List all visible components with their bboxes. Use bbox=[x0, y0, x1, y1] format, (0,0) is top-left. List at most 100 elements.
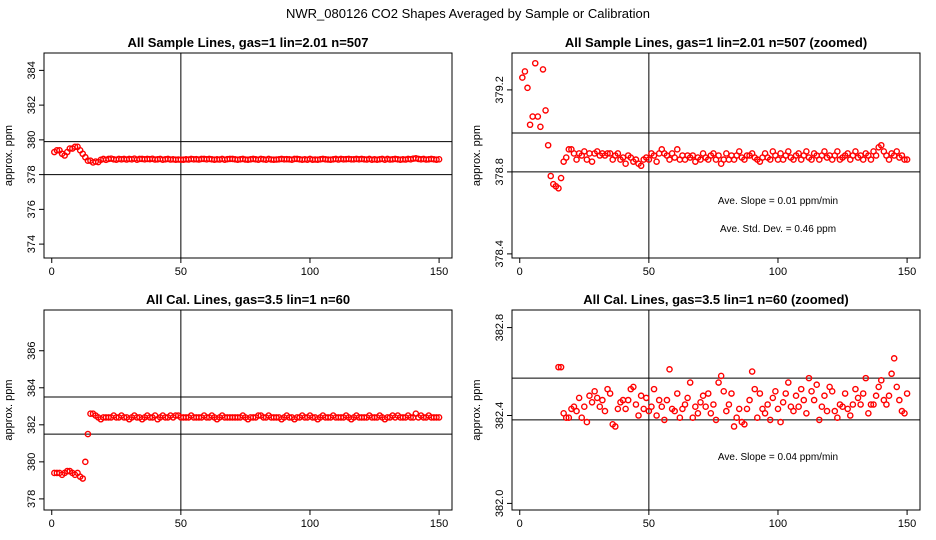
y-tick-label: 382 bbox=[26, 416, 38, 434]
data-point bbox=[846, 412, 854, 419]
y-tick-label: 379.2 bbox=[494, 76, 506, 104]
data-point bbox=[715, 379, 722, 386]
y-tick-label: 376 bbox=[26, 200, 38, 218]
data-point bbox=[573, 156, 580, 163]
data-point bbox=[433, 414, 440, 421]
data-point bbox=[593, 394, 601, 402]
data-point bbox=[681, 401, 689, 408]
plot-marks: 0 50 100 150 374 376 378 380 382 384 bbox=[26, 53, 452, 278]
data-point bbox=[601, 407, 609, 415]
data-point bbox=[526, 121, 534, 129]
data-point bbox=[844, 405, 851, 413]
data-point bbox=[650, 385, 658, 393]
data-point bbox=[622, 405, 629, 413]
data-point bbox=[565, 414, 573, 421]
data-point bbox=[433, 156, 440, 163]
data-point bbox=[893, 148, 901, 155]
data-point bbox=[795, 403, 802, 411]
y-tick-label: 380 bbox=[26, 131, 38, 149]
x-tick-label: 150 bbox=[898, 518, 916, 530]
data-point bbox=[857, 401, 864, 408]
x-tick-label: 50 bbox=[175, 266, 187, 278]
data-point bbox=[728, 390, 735, 397]
figure-title: NWR_080126 CO2 Shapes Averaged by Sample… bbox=[286, 6, 650, 21]
data-point bbox=[606, 390, 614, 397]
data-point bbox=[901, 156, 908, 163]
data-point bbox=[725, 401, 733, 408]
data-point bbox=[839, 403, 846, 411]
data-point bbox=[642, 394, 650, 402]
panel-title: All Cal. Lines, gas=3.5 lin=1 n=60 bbox=[146, 292, 350, 307]
y-tick-label: 382.0 bbox=[494, 490, 506, 518]
plot-marks: 0 50 100 150 378.4 378.8 379.2 bbox=[494, 53, 920, 278]
data-point bbox=[599, 396, 606, 404]
data-point bbox=[735, 405, 743, 413]
data-point bbox=[586, 150, 593, 157]
data-point bbox=[676, 414, 684, 421]
panel-sample-lines: All Sample Lines, gas=1 lin=2.01 n=507 a… bbox=[3, 35, 453, 278]
y-axis-label: approx. ppm bbox=[3, 379, 15, 440]
data-point bbox=[653, 412, 660, 419]
data-point bbox=[733, 414, 740, 421]
data-point bbox=[862, 374, 870, 382]
panel-cal-lines-zoomed: All Cal. Lines, gas=3.5 lin=1 n=60 (zoom… bbox=[471, 292, 921, 530]
plot-marks: 0 50 100 150 378 380 382 384 386 bbox=[26, 310, 452, 530]
data-point bbox=[803, 409, 810, 417]
data-point bbox=[849, 401, 857, 408]
data-point bbox=[821, 148, 828, 155]
data-point bbox=[529, 113, 536, 120]
data-point bbox=[697, 399, 704, 406]
data-point bbox=[562, 154, 570, 161]
data-point bbox=[84, 430, 92, 438]
y-tick-label: 382.8 bbox=[494, 314, 506, 342]
data-point bbox=[815, 416, 823, 424]
data-point bbox=[689, 414, 697, 421]
data-point bbox=[890, 355, 898, 362]
data-point bbox=[888, 370, 895, 378]
panel-title: All Cal. Lines, gas=3.5 lin=1 n=60 (zoom… bbox=[583, 292, 849, 307]
data-point bbox=[596, 403, 604, 411]
data-point bbox=[723, 150, 730, 157]
data-point bbox=[772, 388, 779, 395]
data-point bbox=[730, 423, 738, 430]
data-point bbox=[903, 390, 911, 397]
data-point bbox=[702, 403, 709, 411]
data-point bbox=[614, 405, 622, 413]
data-point bbox=[735, 148, 743, 155]
data-point bbox=[573, 407, 580, 415]
data-point bbox=[555, 363, 562, 371]
data-point bbox=[435, 156, 443, 163]
x-tick-label: 100 bbox=[769, 518, 787, 530]
data-point bbox=[834, 148, 841, 155]
data-point bbox=[777, 150, 784, 157]
y-tick-label: 382.4 bbox=[494, 402, 506, 430]
data-point bbox=[578, 414, 586, 421]
data-point bbox=[852, 385, 859, 393]
data-point bbox=[867, 401, 875, 408]
data-point bbox=[583, 156, 591, 163]
data-point bbox=[655, 396, 663, 404]
data-point bbox=[630, 383, 637, 391]
data-point bbox=[764, 401, 771, 408]
data-point bbox=[774, 156, 782, 163]
data-point bbox=[53, 146, 61, 154]
y-tick-label: 378 bbox=[26, 165, 38, 183]
data-point bbox=[71, 143, 79, 151]
data-point bbox=[684, 394, 691, 402]
data-point bbox=[785, 148, 792, 155]
data-point bbox=[751, 385, 759, 393]
data-point bbox=[435, 414, 443, 421]
data-point bbox=[699, 392, 707, 400]
data-point bbox=[800, 396, 808, 404]
data-point bbox=[645, 156, 653, 163]
data-point bbox=[524, 84, 531, 92]
y-tick-label: 378 bbox=[26, 490, 38, 508]
data-point bbox=[877, 141, 885, 149]
data-point bbox=[604, 150, 611, 157]
data-point bbox=[810, 396, 818, 404]
data-point bbox=[407, 414, 414, 421]
data-point bbox=[635, 412, 642, 419]
data-point bbox=[854, 394, 862, 402]
data-point bbox=[673, 146, 681, 153]
data-point bbox=[821, 392, 828, 400]
